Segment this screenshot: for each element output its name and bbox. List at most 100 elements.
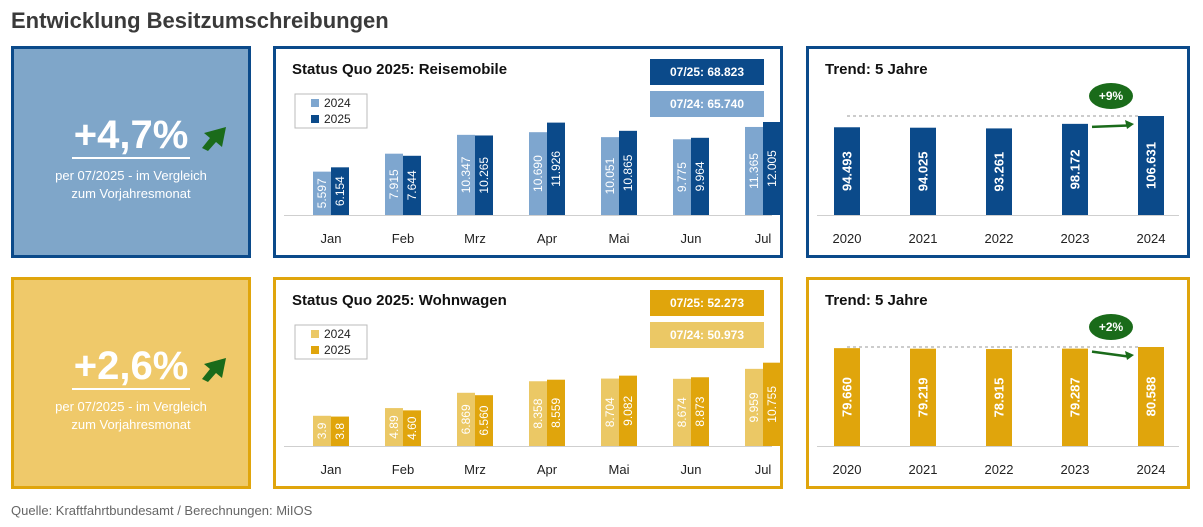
data-label-2025-Jan: 6.154 (333, 176, 347, 206)
badge-2025: 07/25: 68.823 (650, 59, 764, 85)
data-label-2024: 106.631 (1144, 142, 1159, 189)
bar-2021 (910, 127, 936, 215)
data-label-2025-Jan: 3.8 (333, 423, 347, 440)
status-quo-panel-wohnwagen: Status Quo 2025: Wohnwagen 07/25: 52.273… (273, 277, 783, 489)
x-tick-Apr: Apr (537, 231, 558, 246)
data-label-2024-Jan: 5.597 (315, 178, 329, 208)
change-badge (1089, 83, 1133, 109)
data-label-2025-Mrz: 6.560 (477, 405, 491, 435)
x-tick-2022: 2022 (985, 231, 1014, 246)
status-quo-panel-reisemobile: Status Quo 2025: Reisemobile 07/25: 68.8… (273, 46, 783, 258)
bar-2025-Feb (403, 155, 421, 215)
bar-2024-Mai (601, 137, 619, 215)
bar-2025-Jun (691, 137, 709, 215)
data-label-2024-Jun: 9.775 (675, 162, 689, 192)
data-label-2024-Mai: 10.051 (603, 157, 617, 194)
x-tick-Jun: Jun (681, 462, 702, 477)
data-label-2023: 98.172 (1068, 150, 1083, 190)
badge-2025: 07/25: 52.273 (650, 290, 764, 316)
x-tick-2021: 2021 (909, 462, 938, 477)
data-label-2025-Apr: 11.926 (549, 151, 563, 187)
bar-2024-Mrz (457, 392, 475, 446)
bar-2025-Mrz (475, 395, 493, 446)
bar-2024-Jul (745, 368, 763, 446)
bar-2024-Feb (385, 408, 403, 446)
bar-2025-Mai (619, 375, 637, 446)
x-tick-Mai: Mai (609, 462, 630, 477)
data-label-2025-Jun: 9.964 (693, 161, 707, 191)
x-tick-Jul: Jul (755, 231, 772, 246)
legend-label-2025: 2025 (324, 343, 351, 357)
x-tick-Jun: Jun (681, 231, 702, 246)
badge-2024: 07/24: 50.973 (650, 322, 764, 348)
source-note: Quelle: Kraftfahrtbundesamt / Berechnung… (11, 503, 313, 518)
trend-chart: 79.660 2020 79.219 2021 78.915 2022 79.287 2023… (817, 314, 1179, 477)
legend-label-2024: 2024 (324, 96, 351, 110)
data-label-2020: 79.660 (840, 377, 855, 417)
data-label-2024-Feb: 4.89 (387, 415, 401, 439)
change-badge (1089, 314, 1133, 340)
bar-2025-Mrz (475, 135, 493, 215)
data-label-2024-Apr: 10.690 (531, 155, 545, 192)
trend-arrow-line (1091, 124, 1129, 129)
bar-2024-Mrz (457, 134, 475, 215)
data-label-2022: 93.261 (992, 152, 1007, 192)
bar-2025-Jul (763, 122, 780, 215)
bar-2024 (1138, 116, 1164, 215)
data-label-2024: 80.588 (1144, 377, 1159, 417)
bar-2025-Jan (331, 416, 349, 446)
bar-2023 (1062, 348, 1088, 446)
bar-2024-Jan (313, 171, 331, 215)
bar-2024-Feb (385, 153, 403, 215)
legend-box (294, 93, 368, 129)
data-label-2020: 94.493 (840, 151, 855, 191)
bar-2025-Jun (691, 377, 709, 446)
data-label-2024-Jul: 11.365 (747, 153, 761, 189)
bar-2025-Apr (547, 379, 565, 446)
x-tick-2022: 2022 (985, 462, 1014, 477)
bar-2020 (834, 348, 860, 446)
legend-label-2025: 2025 (324, 112, 351, 126)
legend-box (294, 324, 368, 360)
bar-2024-Apr (529, 132, 547, 215)
data-label-2024-Feb: 7.915 (387, 169, 401, 199)
trend-arrow-icon (1125, 120, 1134, 129)
trend-chart: 94.493 2020 94.025 2021 93.261 2022 98.172 2023… (817, 83, 1179, 246)
legend-swatch-2025 (311, 346, 319, 354)
x-tick-2020: 2020 (833, 231, 862, 246)
legend-swatch-2024 (311, 330, 319, 338)
trend-panel-wohnwagen: Trend: 5 Jahre 79.660 2020 79.219 2021 78.91… (806, 277, 1190, 489)
legend-label-2024: 2024 (324, 327, 351, 341)
data-label-2025-Mai: 10.865 (621, 154, 635, 191)
data-label-2025-Jul: 10.755 (765, 386, 779, 423)
bar-2025-Jan (331, 167, 349, 215)
bar-2020 (834, 127, 860, 215)
bar-2024-Apr (529, 381, 547, 446)
kpi-sub-line2: zum Vorjahresmonat (71, 186, 191, 201)
bar-2025-Mai (619, 130, 637, 215)
panel-title: Status Quo 2025: Reisemobile (292, 61, 508, 78)
x-tick-2024: 2024 (1137, 462, 1166, 477)
x-tick-Jul: Jul (755, 462, 772, 477)
data-label-2025-Apr: 8.559 (549, 398, 563, 428)
data-label-2022: 78.915 (992, 378, 1007, 418)
bar-2024-Jun (673, 378, 691, 446)
kpi-value: +4,7% (71, 113, 191, 159)
x-tick-Apr: Apr (537, 462, 558, 477)
panel-title: Trend: 5 Jahre (825, 292, 928, 309)
trend-panel-reisemobile: Trend: 5 Jahre 94.493 2020 94.025 2021 93.26… (806, 46, 1190, 258)
x-tick-2024: 2024 (1137, 231, 1166, 246)
bar-2024 (1138, 347, 1164, 446)
legend-swatch-2025 (311, 115, 319, 123)
bar-2023 (1062, 123, 1088, 215)
up-arrow-icon (202, 127, 226, 151)
x-tick-Feb: Feb (392, 462, 414, 477)
x-tick-2021: 2021 (909, 231, 938, 246)
bar-2022 (986, 128, 1012, 215)
page-title: Entwicklung Besitzumschreibungen (11, 8, 389, 33)
kpi-sub-line2: zum Vorjahresmonat (71, 417, 191, 432)
data-label-2025-Mai: 9.082 (621, 395, 635, 425)
bar-2024-Jun (673, 139, 691, 215)
x-tick-Mrz: Mrz (464, 231, 486, 246)
change-badge-label: +2% (1099, 320, 1124, 334)
